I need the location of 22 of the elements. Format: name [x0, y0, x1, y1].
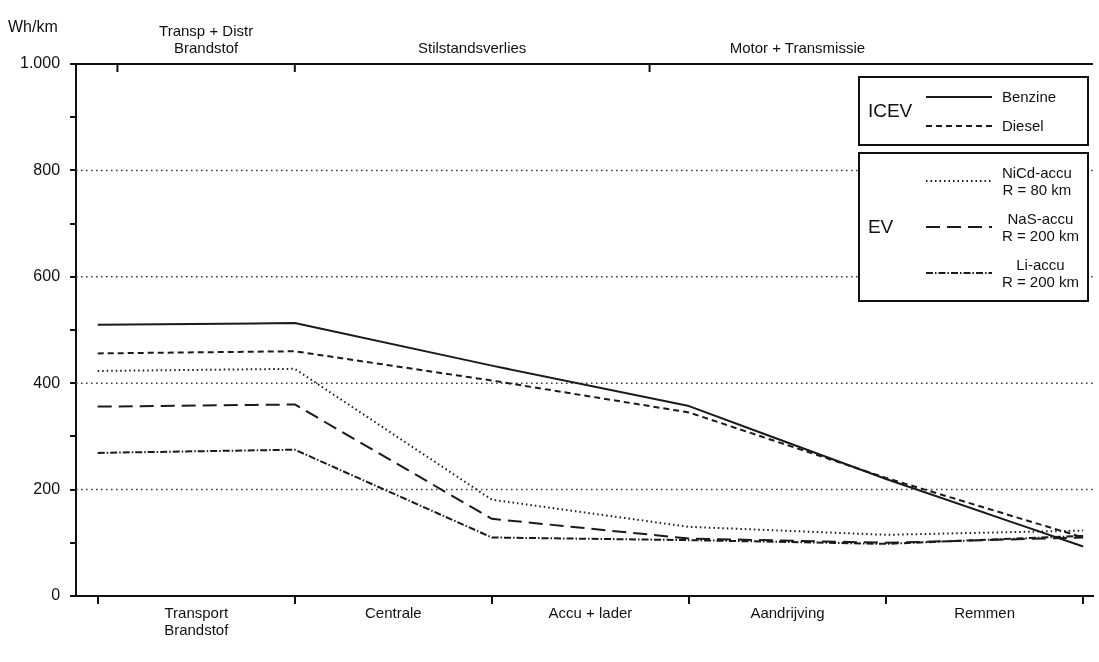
text: Stilstandsverlies: [417, 38, 527, 56]
y-tick-label: 0: [51, 586, 61, 604]
y-tick-label: 200: [33, 480, 61, 498]
y-tick-label: 1.000: [19, 54, 61, 72]
text: Remmen: [954, 603, 1016, 621]
text: Transp + Distr Brandstof: [159, 21, 254, 56]
legend-label: Diesel: [1001, 117, 1044, 134]
legend-label: NaS-accu R = 200 km: [1001, 210, 1079, 244]
text: Motor + Transmissie: [729, 38, 866, 56]
annotation: EV: [867, 216, 895, 238]
y-axis-title: Wh/km: [8, 18, 58, 36]
text: Aandrijving: [750, 603, 825, 621]
annotation: ICEV: [867, 100, 914, 122]
y-tick-label: 800: [33, 160, 61, 178]
text: Accu + lader: [548, 603, 633, 621]
legend-label: Benzine: [1001, 88, 1057, 105]
text: Centrale: [365, 603, 422, 621]
y-tick-label: 400: [33, 373, 61, 391]
legend-label: NiCd-accu R = 80 km: [1001, 164, 1072, 198]
text: Transport Brandstof: [164, 603, 230, 638]
y-tick-label: 600: [33, 267, 61, 285]
legend-label: Li-accu R = 200 km: [1001, 256, 1079, 290]
